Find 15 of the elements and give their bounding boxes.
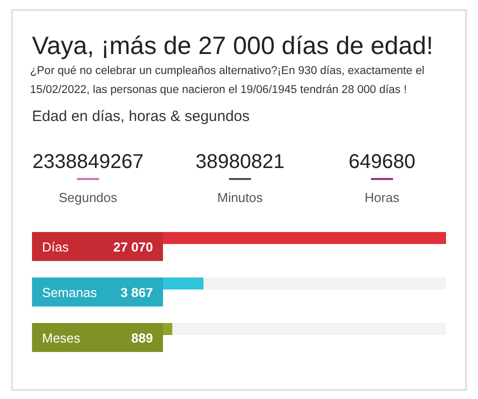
text: Horas <box>364 190 400 205</box>
data-label: 3 867 <box>120 285 153 300</box>
text: Segundos <box>58 190 118 205</box>
text: 38980821 <box>196 151 284 173</box>
y-tick-label: Semanas <box>42 285 98 300</box>
text: Edad en días, horas & segundos <box>32 108 250 125</box>
chart-subtitle: ¿Por qué no celebrar un cumpleaños alternativo?¡En 930 días, exactamente el 15/02/2022, las personas que nacieron el 19/06/1945 tendrán 28 000 días ! <box>30 64 426 98</box>
y-tick-label: Días <box>42 240 70 254</box>
text: 649680 <box>348 151 416 173</box>
data-label: 889 <box>131 330 153 346</box>
text: Minutos <box>217 190 264 205</box>
y-tick-label: Meses <box>42 330 81 346</box>
data-label: 27 070 <box>113 240 153 254</box>
text: 2338849267 <box>32 151 144 173</box>
chart-title: Vaya, ¡más de 27 000 días de edad! <box>32 32 434 60</box>
